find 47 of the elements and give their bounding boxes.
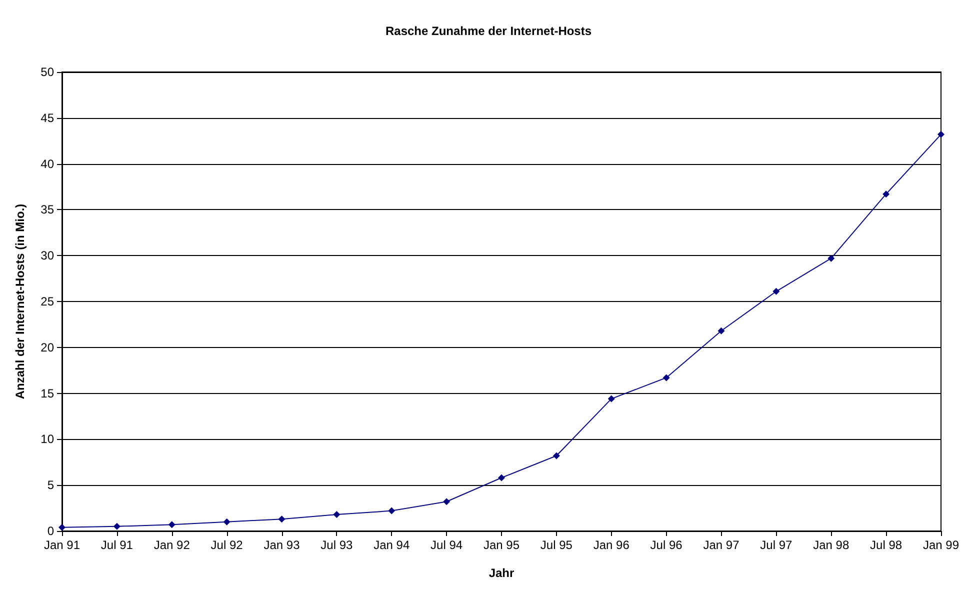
- x-tick-label: Jul 94: [430, 538, 463, 552]
- point: [168, 521, 176, 528]
- x-tick-label: Jan 93: [264, 538, 300, 552]
- x-tick-label: Jan 92: [154, 538, 190, 552]
- x-tick-label: Jul 96: [650, 538, 683, 552]
- point: [498, 474, 505, 482]
- y-tick-label: 40: [40, 156, 54, 171]
- point: [388, 507, 396, 514]
- point: [828, 254, 835, 262]
- x-tick-label: Jul 97: [760, 538, 793, 552]
- x-tick-label: Jan 91: [44, 538, 80, 552]
- y-tick-label: 25: [40, 294, 54, 308]
- point: [608, 395, 615, 402]
- x-tick-label: Jul 92: [210, 538, 244, 552]
- point: [938, 130, 944, 138]
- point: [882, 190, 890, 198]
- x-tick-label: Jul 95: [540, 538, 573, 552]
- x-tick-label: Jul 98: [870, 538, 902, 552]
- y-tick-label: 50: [40, 65, 54, 79]
- point: [718, 327, 725, 334]
- y-axis-title: Anzahl der Internet-Hosts (in Mio.): [13, 204, 27, 400]
- y-tick-label: 0: [47, 524, 54, 538]
- x-tick-label: Jul 91: [100, 538, 134, 552]
- chart-title: Rasche Zunahme der Internet-Hosts: [385, 24, 592, 38]
- x-tick-label: Jan 98: [813, 538, 850, 552]
- point: [552, 452, 560, 460]
- x-tick-label: Jan 96: [593, 538, 630, 552]
- point: [333, 510, 340, 518]
- point: [223, 518, 230, 526]
- x-tick-label: Jul 93: [320, 538, 354, 552]
- y-tick-label: 15: [40, 386, 54, 400]
- point: [443, 498, 450, 506]
- x-tick-label: Jan 97: [703, 538, 740, 552]
- y-tick-label: 45: [40, 110, 54, 125]
- x-tick-label: Jan 95: [483, 538, 520, 552]
- x-axis-title: Jahr: [488, 566, 514, 580]
- point: [278, 516, 286, 523]
- y-tick-label: 5: [47, 478, 54, 492]
- y-tick-label: 20: [40, 340, 54, 354]
- y-tick-label: 35: [40, 202, 54, 217]
- point: [113, 522, 120, 530]
- point: [662, 374, 670, 382]
- y-tick-label: 10: [40, 432, 54, 446]
- y-tick-label: 30: [40, 248, 54, 263]
- point: [772, 288, 780, 295]
- x-tick-label: Jan 99: [922, 538, 960, 552]
- x-tick-label: Jan 94: [374, 538, 410, 552]
